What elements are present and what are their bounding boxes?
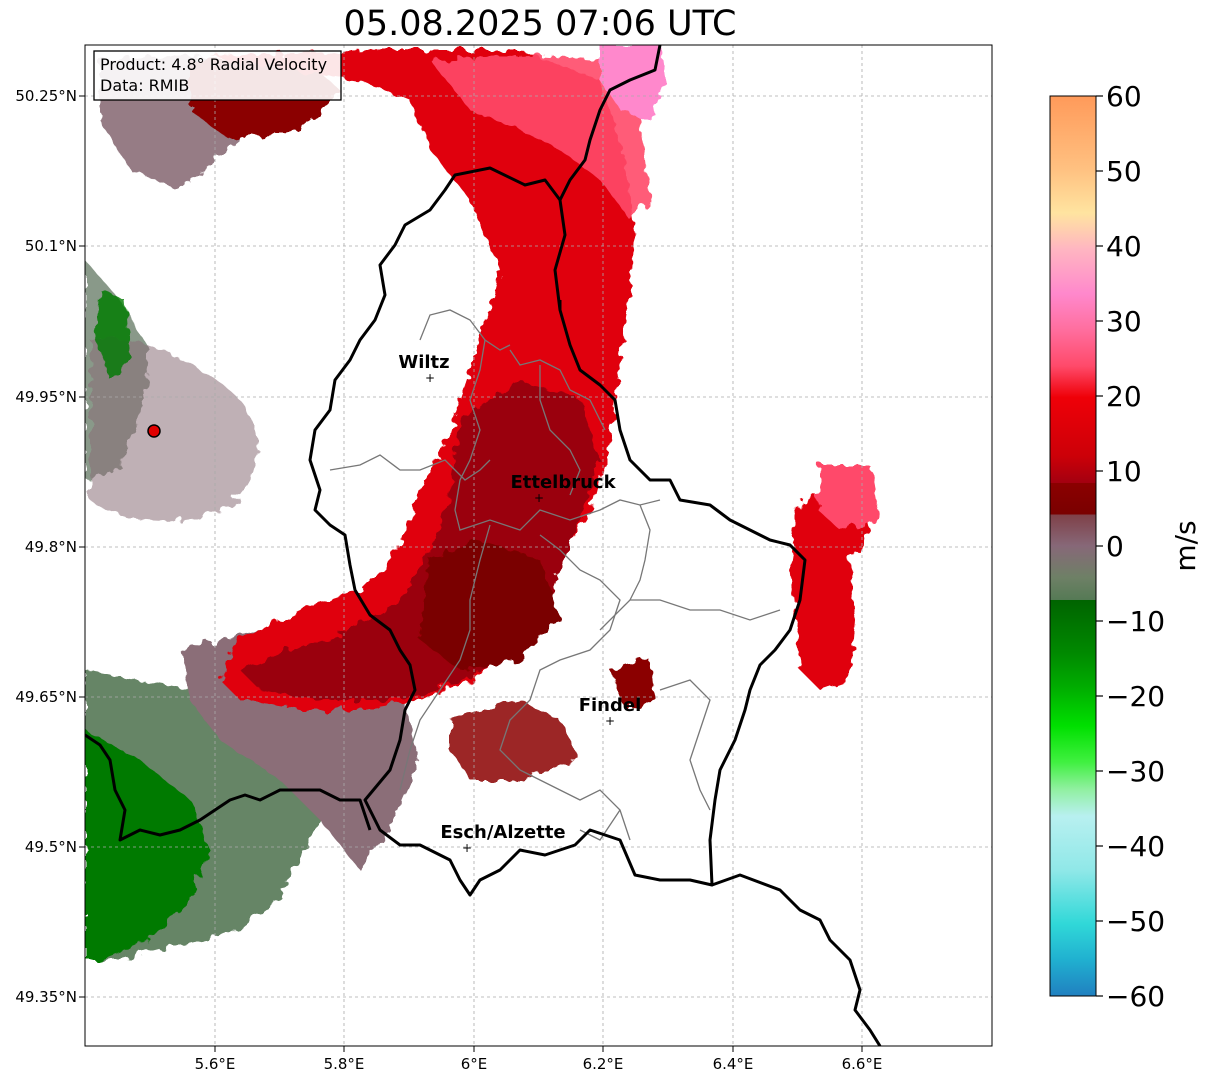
city-label: Ettelbruck: [510, 472, 616, 493]
x-tick-label: 5.8°E: [324, 1055, 365, 1073]
city-findel: Findel +: [579, 695, 642, 728]
canton-borders: [329, 309, 781, 841]
colorbar-tick-label: 10: [1106, 455, 1142, 488]
country-borders: [85, 45, 882, 1046]
city-label: Findel: [579, 695, 642, 716]
y-tick-label: 49.95°N: [15, 388, 77, 406]
colorbar-tick-label: 40: [1106, 230, 1142, 263]
colorbar: 60 50 40 30 20 10 0 −10 −20 −30 −40 −50 …: [1049, 80, 1202, 1013]
colorbar-tick-label: −30: [1106, 755, 1165, 788]
x-tick-label: 5.6°E: [195, 1055, 236, 1073]
colorbar-tick-label: 0: [1106, 530, 1124, 563]
city-marker-icon: +: [425, 371, 435, 385]
y-axis: 50.25°N 50.1°N 49.95°N 49.8°N 49.65°N 49…: [15, 87, 85, 1006]
colorbar-tick-label: −40: [1106, 830, 1165, 863]
city-wiltz: Wiltz +: [398, 352, 449, 385]
y-tick-label: 49.35°N: [15, 988, 77, 1006]
city-label: Wiltz: [398, 352, 449, 373]
colorbar-tick-label: 30: [1106, 305, 1142, 338]
radar-site-marker: [147, 424, 161, 438]
city-ettelbruck: Ettelbruck +: [510, 472, 616, 505]
colorbar-tick-label: −10: [1106, 605, 1165, 638]
city-marker-icon: +: [462, 841, 472, 855]
colorbar-tick-label: 50: [1106, 155, 1142, 188]
colorbar-unit-label: m/s: [1169, 520, 1202, 571]
y-tick-label: 49.65°N: [15, 688, 77, 706]
x-tick-label: 6.4°E: [713, 1055, 754, 1073]
info-box: Product: 4.8° Radial Velocity Data: RMIB: [93, 50, 342, 101]
info-product: Product: 4.8° Radial Velocity: [100, 55, 327, 74]
x-axis: 5.6°E 5.8°E 6°E 6.2°E 6.4°E 6.6°E: [195, 1046, 883, 1073]
city-esch-alzette: Esch/Alzette +: [440, 822, 565, 855]
colorbar-tick-label: −50: [1106, 905, 1165, 938]
plot-frame: [84, 44, 993, 1047]
y-tick-label: 49.8°N: [25, 538, 77, 556]
colorbar-tick-label: 20: [1106, 380, 1142, 413]
colorbar-tick-label: −20: [1106, 680, 1165, 713]
x-tick-label: 6.6°E: [842, 1055, 883, 1073]
colorbar-tick-label: −60: [1106, 980, 1165, 1013]
city-marker-icon: +: [534, 491, 544, 505]
x-tick-label: 6.2°E: [583, 1055, 624, 1073]
map-title: 05.08.2025 07:06 UTC: [343, 4, 737, 44]
city-marker-icon: +: [605, 714, 615, 728]
city-label: Esch/Alzette: [440, 822, 565, 843]
colorbar-tick-label: 60: [1106, 80, 1142, 113]
colorbar-scale: [1049, 95, 1097, 997]
y-tick-label: 49.5°N: [25, 838, 77, 856]
y-tick-label: 50.1°N: [25, 237, 77, 255]
y-tick-label: 50.25°N: [15, 87, 77, 105]
x-tick-label: 6°E: [461, 1055, 488, 1073]
info-data-source: Data: RMIB: [100, 76, 189, 95]
